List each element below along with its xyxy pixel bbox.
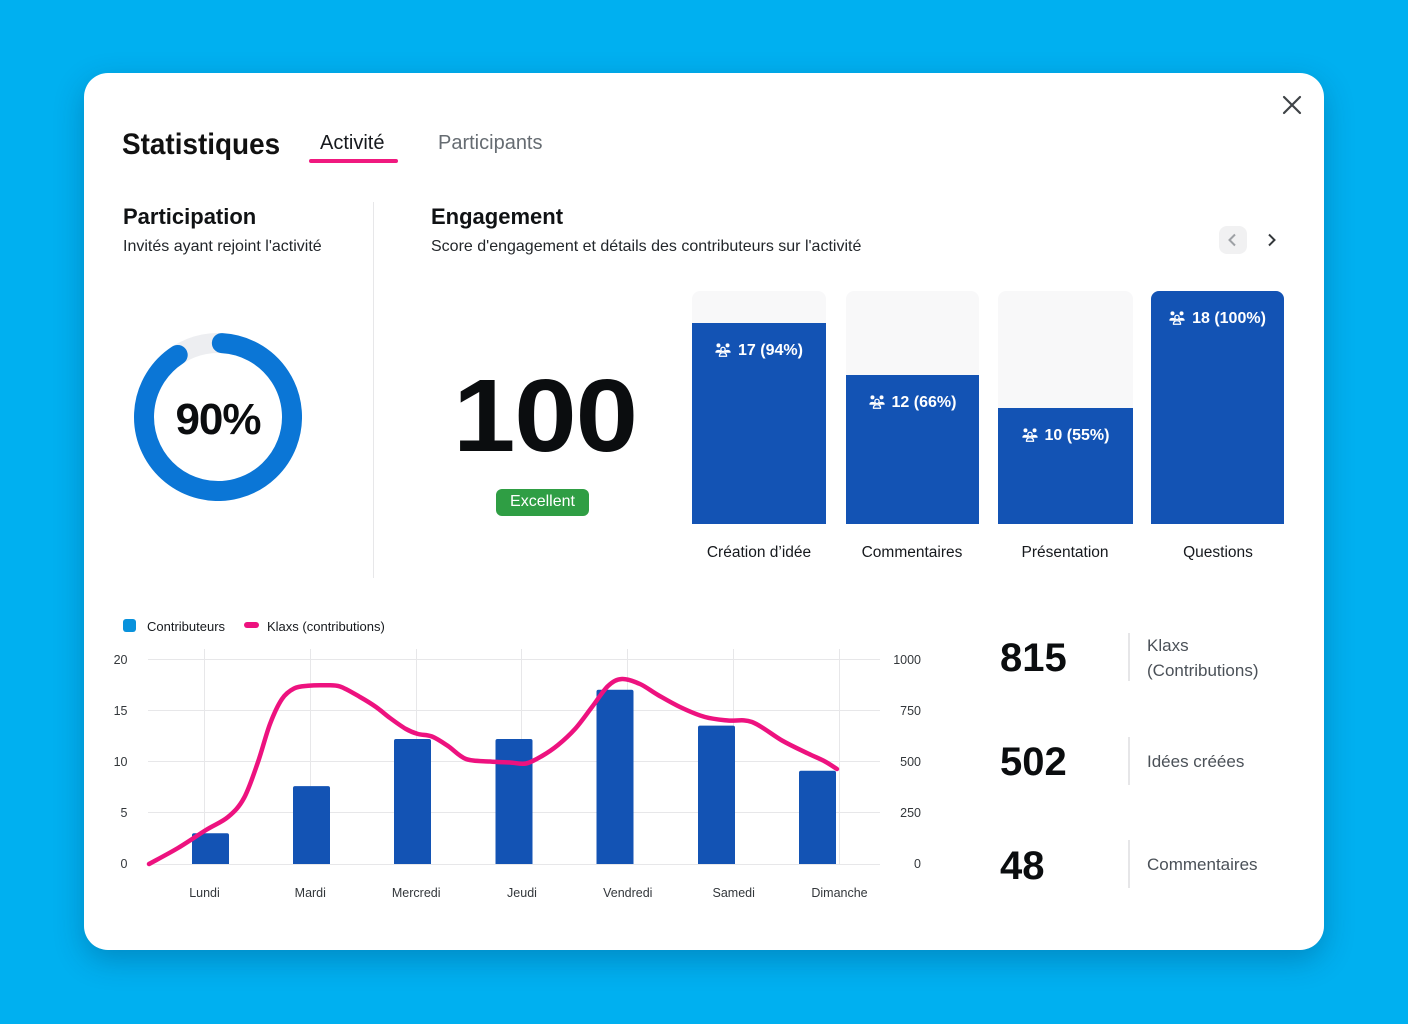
svg-text:1000: 1000 [893,653,921,667]
svg-text:250: 250 [900,806,921,820]
svg-text:20: 20 [114,653,128,667]
svg-text:Contributeurs: Contributeurs [147,619,226,634]
svg-text:5: 5 [121,806,128,820]
svg-text:0: 0 [914,857,921,871]
svg-text:10: 10 [114,755,128,769]
svg-text:15: 15 [114,704,128,718]
svg-text:500: 500 [900,755,921,769]
svg-text:Lundi: Lundi [189,886,220,900]
svg-text:0: 0 [121,857,128,871]
svg-text:90%: 90% [175,395,260,444]
svg-text:Jeudi: Jeudi [507,886,537,900]
svg-text:Vendredi: Vendredi [603,886,652,900]
svg-text:Dimanche: Dimanche [811,886,867,900]
svg-text:750: 750 [900,704,921,718]
svg-text:Mardi: Mardi [295,886,326,900]
svg-text:Klaxs (contributions): Klaxs (contributions) [267,619,385,634]
svg-text:Samedi: Samedi [713,886,755,900]
svg-text:Mercredi: Mercredi [392,886,441,900]
